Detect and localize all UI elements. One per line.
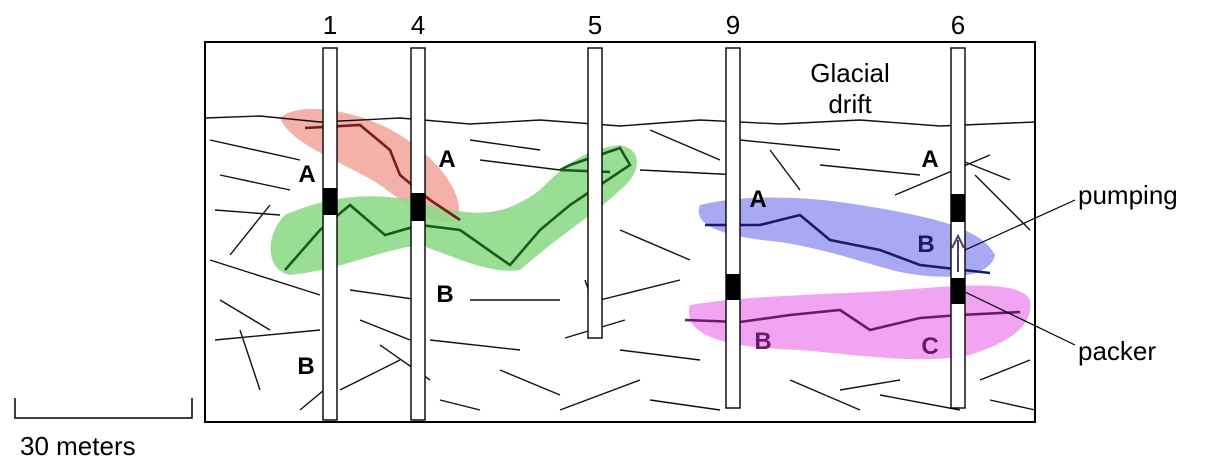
scale-label: 30 meters xyxy=(20,431,136,461)
well-label: 9 xyxy=(726,10,740,40)
well-label: 6 xyxy=(951,10,965,40)
well-label: 5 xyxy=(588,10,602,40)
zone-label: B xyxy=(436,281,453,308)
zone-label: C xyxy=(921,333,938,360)
zone-label: B xyxy=(917,231,934,258)
scale-bar xyxy=(15,398,192,418)
callout-packer: packer xyxy=(1078,336,1156,366)
zone-label: B xyxy=(754,328,771,355)
diagram: 14596AABBAABBC pumping packer 30 meters … xyxy=(0,0,1218,462)
well-label: 4 xyxy=(411,10,425,40)
callout-pumping: pumping xyxy=(1078,180,1178,210)
region-label: drift xyxy=(828,89,872,119)
zone-label: A xyxy=(749,186,766,213)
zone-label: A xyxy=(438,146,455,173)
zone-label: B xyxy=(297,353,314,380)
well-label: 1 xyxy=(323,10,337,40)
zone-label: A xyxy=(298,161,315,188)
zone-label: A xyxy=(921,146,938,173)
region-label: Glacial xyxy=(810,58,889,88)
